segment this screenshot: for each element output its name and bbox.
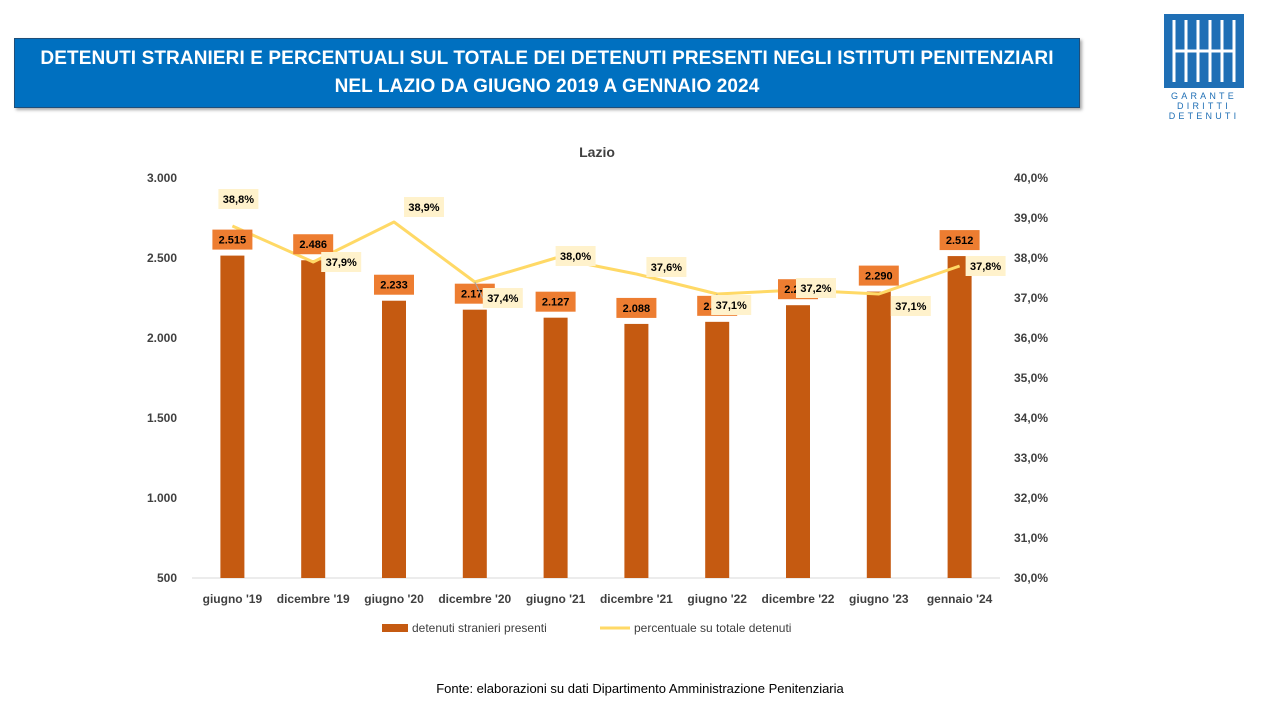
banner-title-line1: DETENUTI STRANIERI E PERCENTUALI SUL TOT… <box>40 48 1054 69</box>
line-data-label: 37,8% <box>970 261 1001 273</box>
line-data-label: 37,6% <box>651 262 682 274</box>
line-data-label: 37,2% <box>800 283 831 295</box>
y-left-tick-label: 1.000 <box>147 491 177 505</box>
title-banner: DETENUTI STRANIERI E PERCENTUALI SUL TOT… <box>14 38 1080 108</box>
bar <box>866 291 891 578</box>
y-right-tick-label: 36,0% <box>1014 331 1048 345</box>
x-tick-label: dicembre '20 <box>438 592 511 606</box>
y-right-tick-label: 32,0% <box>1014 491 1048 505</box>
bar <box>624 323 649 578</box>
x-tick-label: giugno '19 <box>203 592 263 606</box>
x-tick-label: giugno '22 <box>687 592 747 606</box>
chart-title: Lazio <box>579 144 615 160</box>
bar-data-label: 2.515 <box>219 235 247 247</box>
line-data-label: 37,9% <box>326 257 357 269</box>
bar-label-bg <box>293 234 334 255</box>
bar-data-label: 2.290 <box>865 271 893 283</box>
line-data-label: 38,9% <box>408 202 439 214</box>
series-line <box>231 220 961 296</box>
bar-data-label: 2.088 <box>623 303 651 315</box>
bar-data-label: 2.177 <box>461 289 489 301</box>
logo-text-line2: DIRITTI <box>1177 101 1231 111</box>
line-label-bg <box>404 197 444 217</box>
logo-mark-icon <box>1164 14 1244 88</box>
x-tick-label: gennaio '24 <box>927 592 993 606</box>
y-right-tick-label: 33,0% <box>1014 451 1048 465</box>
line-data-label: 37,1% <box>716 300 747 312</box>
y-right-tick-label: 31,0% <box>1014 531 1048 545</box>
bar <box>382 300 406 578</box>
bar-label-bg <box>616 297 657 318</box>
y-right-tick-label: 38,0% <box>1014 251 1048 265</box>
line-label-bg <box>711 295 752 315</box>
logo-text-line3: DETENUTI <box>1168 111 1240 121</box>
x-tick-label: giugno '21 <box>526 592 586 606</box>
line-label-bg <box>321 252 362 272</box>
x-tick-label: giugno '23 <box>849 592 909 606</box>
source-note: Fonte: elaborazioni su dati Dipartimento… <box>436 681 844 696</box>
bar <box>543 317 568 578</box>
banner-title-line2: NEL LAZIO DA GIUGNO 2019 A GENNAIO 2024 <box>334 76 760 97</box>
x-tick-label: dicembre '22 <box>762 592 835 606</box>
bar <box>220 255 245 578</box>
bar-data-label: 2.512 <box>946 235 974 247</box>
bar-label-bg <box>939 230 980 251</box>
bar-label-bg <box>535 291 576 312</box>
label-leader-line <box>474 281 484 299</box>
line-label-bg <box>218 189 259 209</box>
y-right-tick-label: 37,0% <box>1014 291 1048 305</box>
line-data-label: 38,8% <box>223 194 254 206</box>
line-data-label: 38,0% <box>560 251 591 263</box>
x-tick-label: dicembre '19 <box>277 592 350 606</box>
line-data-label: 37,4% <box>487 293 518 305</box>
bar-label-bg <box>212 229 253 250</box>
legend-bar-swatch <box>382 624 408 632</box>
y-right-tick-label: 39,0% <box>1014 211 1048 225</box>
bar <box>947 256 972 578</box>
y-right-tick-label: 34,0% <box>1014 411 1048 425</box>
y-left-tick-label: 3.000 <box>147 171 177 185</box>
x-tick-label: dicembre '21 <box>600 592 673 606</box>
bar <box>462 309 487 578</box>
bar-label-bg <box>374 274 414 295</box>
bar-label-bg <box>858 265 899 286</box>
x-tick-label: giugno '20 <box>364 592 424 606</box>
legend-bar-label: detenuti stranieri presenti <box>412 621 547 635</box>
line-label-bg <box>555 246 596 266</box>
line-label-bg <box>482 288 523 308</box>
y-right-tick-label: 40,0% <box>1014 171 1048 185</box>
y-left-tick-label: 1.500 <box>147 411 177 425</box>
y-left-tick-label: 2.000 <box>147 331 177 345</box>
logo-text-line1: GARANTE <box>1171 91 1237 101</box>
y-left-tick-label: 2.500 <box>147 251 177 265</box>
line-label-bg <box>646 257 687 277</box>
y-right-tick-label: 35,0% <box>1014 371 1048 385</box>
bar <box>301 260 326 578</box>
bar-data-label: 2.486 <box>299 239 327 251</box>
bar-data-label: 2.127 <box>542 297 570 309</box>
bar <box>786 305 810 578</box>
line-data-label: 37,1% <box>895 301 926 313</box>
legend-line-label: percentuale su totale detenuti <box>634 621 791 635</box>
line-label-bg <box>796 278 836 298</box>
bar <box>705 321 730 578</box>
bar-data-label: 2.233 <box>380 280 408 292</box>
y-right-tick-label: 30,0% <box>1014 571 1048 585</box>
y-left-tick-label: 500 <box>157 571 177 585</box>
line-label-bg <box>890 296 931 316</box>
garante-logo: GARANTE DIRITTI DETENUTI <box>1164 14 1244 128</box>
line-label-bg <box>965 256 1006 276</box>
